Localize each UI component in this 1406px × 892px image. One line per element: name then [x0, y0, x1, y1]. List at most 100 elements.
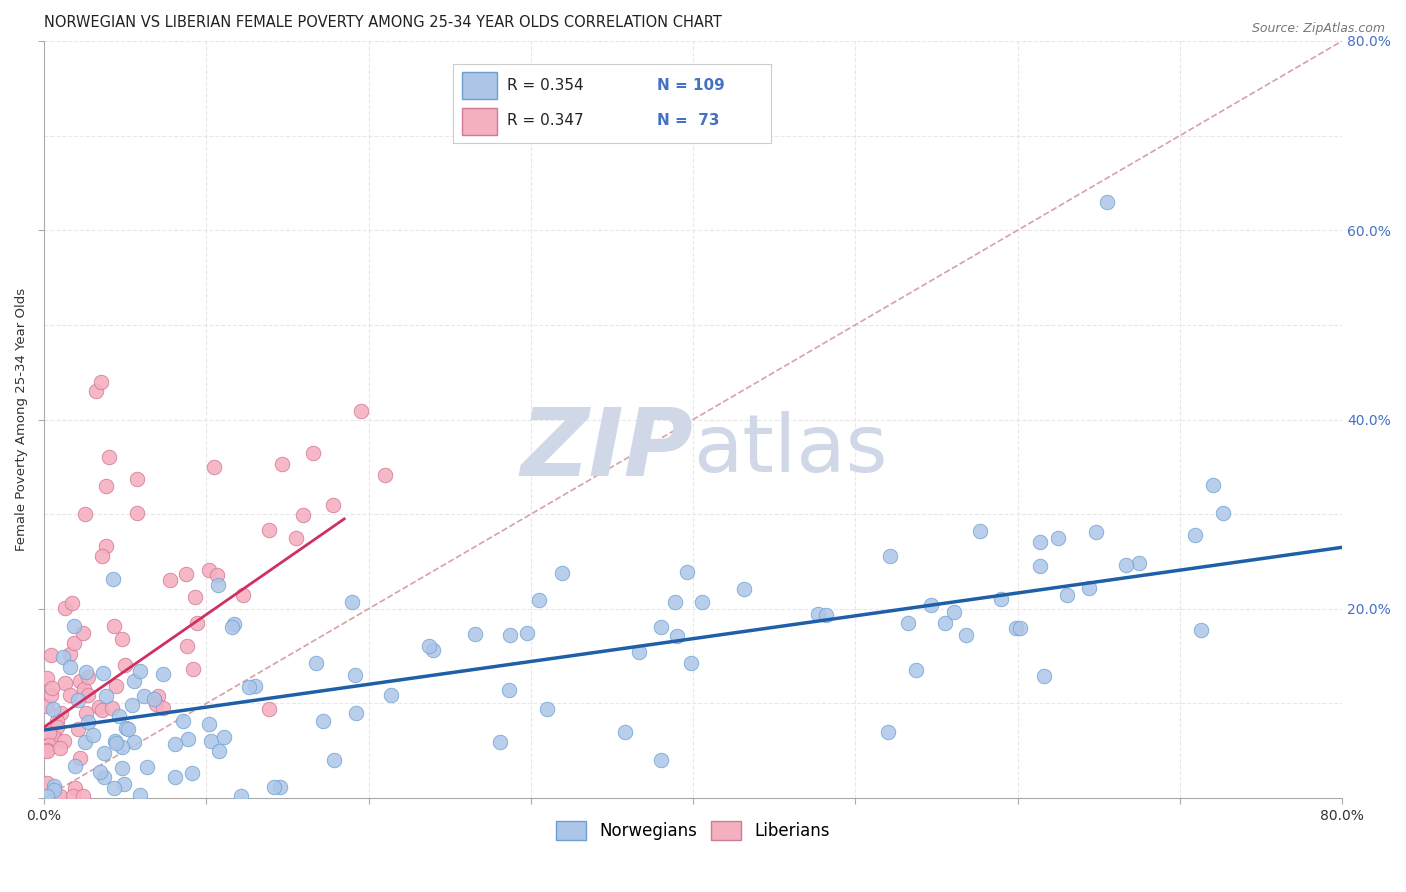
Point: [51, 649, 73, 664]
Point: [380, 688, 402, 702]
Point: [340, 595, 363, 609]
Point: [681, 657, 703, 671]
Point: [1085, 525, 1108, 540]
Point: [271, 457, 294, 471]
Point: [89, 764, 111, 779]
Point: [112, 777, 135, 791]
Point: [96, 539, 118, 553]
Point: [146, 690, 169, 704]
Point: [152, 700, 174, 714]
Point: [650, 620, 672, 634]
Point: [676, 566, 699, 580]
Point: [815, 608, 838, 623]
Point: [59, 688, 82, 702]
Point: [53, 676, 76, 690]
Point: [176, 732, 198, 747]
Point: [208, 744, 231, 758]
Point: [422, 643, 444, 657]
Point: [202, 459, 225, 474]
Point: [197, 563, 219, 577]
Point: [152, 666, 174, 681]
Point: [969, 524, 991, 538]
Point: [104, 733, 127, 747]
Point: [37, 743, 59, 757]
Point: [42, 783, 65, 797]
Point: [305, 656, 328, 670]
Point: [51, 706, 73, 720]
Point: [232, 588, 254, 602]
Point: [322, 753, 344, 767]
Point: [344, 667, 367, 681]
Point: [63, 780, 86, 795]
Point: [91, 666, 114, 681]
Point: [184, 590, 207, 604]
Point: [159, 573, 181, 587]
Point: [200, 734, 222, 748]
Point: [143, 692, 166, 706]
Point: [516, 626, 538, 640]
Point: [145, 697, 167, 711]
Point: [75, 706, 97, 720]
Point: [73, 735, 96, 749]
Point: [690, 595, 713, 609]
Point: [650, 753, 672, 767]
Point: [63, 759, 86, 773]
Point: [69, 751, 91, 765]
Point: [104, 679, 127, 693]
Point: [498, 682, 520, 697]
Y-axis label: Female Poverty Among 25-34 Year Olds: Female Poverty Among 25-34 Year Olds: [15, 288, 28, 551]
Point: [90, 375, 112, 389]
Point: [111, 632, 134, 646]
Point: [291, 508, 314, 523]
Point: [129, 665, 152, 679]
Point: [60, 597, 83, 611]
Point: [37, 776, 59, 790]
Point: [75, 665, 97, 680]
Point: [807, 607, 830, 621]
Point: [45, 720, 67, 734]
Point: [46, 714, 69, 728]
Point: [93, 770, 115, 784]
Point: [311, 714, 333, 729]
Point: [1033, 669, 1056, 683]
Point: [37, 671, 59, 685]
Point: [100, 700, 122, 714]
Point: [165, 738, 187, 752]
Point: [37, 743, 59, 757]
Point: [1046, 531, 1069, 545]
Point: [1005, 621, 1028, 635]
Point: [93, 747, 115, 761]
Point: [212, 730, 235, 744]
Point: [73, 507, 96, 521]
Point: [105, 736, 128, 750]
Legend: Norwegians, Liberians: Norwegians, Liberians: [550, 814, 837, 847]
Point: [59, 647, 82, 661]
Point: [897, 615, 920, 630]
Point: [205, 568, 228, 582]
Point: [103, 780, 125, 795]
Point: [96, 689, 118, 703]
Text: Source: ZipAtlas.com: Source: ZipAtlas.com: [1251, 22, 1385, 36]
Point: [1128, 556, 1150, 570]
Point: [551, 566, 574, 581]
Text: atlas: atlas: [693, 411, 887, 489]
Point: [1202, 478, 1225, 492]
Point: [463, 627, 485, 641]
Point: [84, 384, 107, 398]
Point: [257, 702, 280, 716]
Point: [134, 689, 156, 703]
Point: [72, 789, 94, 804]
Point: [1189, 623, 1212, 637]
Point: [103, 619, 125, 633]
Point: [97, 450, 120, 465]
Point: [41, 730, 63, 744]
Point: [263, 780, 285, 795]
Point: [905, 663, 928, 677]
Point: [222, 616, 245, 631]
Point: [121, 698, 143, 713]
Point: [77, 688, 100, 702]
Point: [114, 658, 136, 673]
Point: [198, 716, 221, 731]
Point: [180, 765, 202, 780]
Point: [111, 761, 134, 775]
